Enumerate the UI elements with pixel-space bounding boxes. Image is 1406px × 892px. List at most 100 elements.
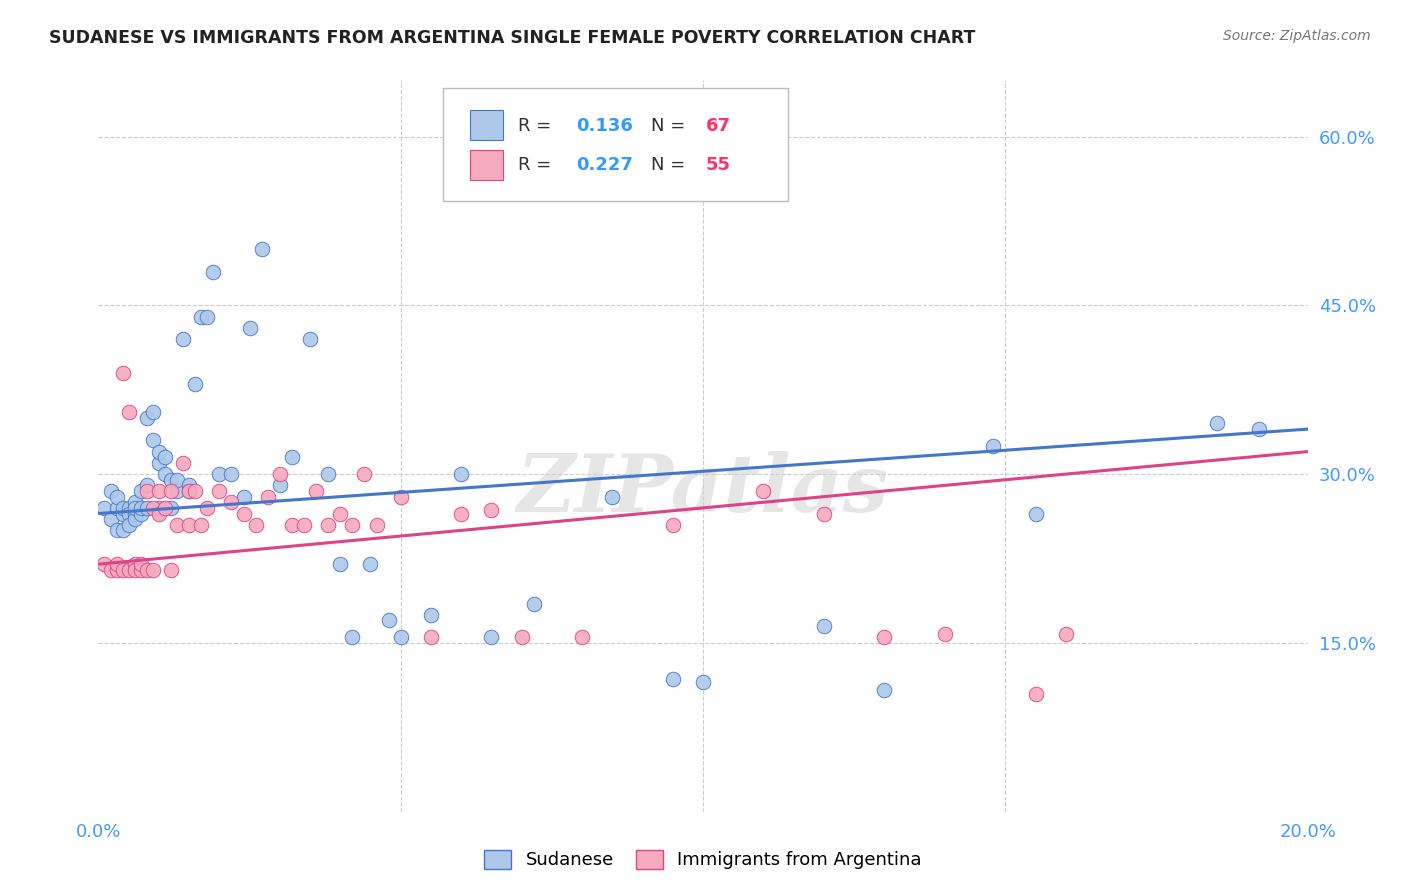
Point: [481, 630, 503, 644]
Point: [129, 563, 152, 577]
Point: [166, 473, 188, 487]
Point: [281, 517, 304, 532]
Point: [160, 500, 183, 515]
Text: R =: R =: [517, 155, 557, 174]
Point: [450, 507, 472, 521]
Point: [135, 500, 157, 515]
Point: [1206, 417, 1229, 431]
Point: [752, 483, 775, 498]
Point: [105, 490, 128, 504]
Point: [256, 490, 278, 504]
Point: [135, 478, 157, 492]
Point: [166, 517, 188, 532]
Point: [981, 439, 1004, 453]
FancyBboxPatch shape: [470, 110, 503, 140]
Point: [1249, 422, 1271, 436]
Point: [111, 524, 134, 538]
Point: [148, 500, 170, 515]
Point: [135, 483, 157, 498]
Point: [105, 557, 128, 571]
Point: [202, 264, 225, 278]
Point: [124, 512, 146, 526]
FancyBboxPatch shape: [443, 87, 787, 201]
Point: [105, 563, 128, 577]
Point: [111, 507, 134, 521]
Point: [105, 500, 128, 515]
Point: [420, 630, 443, 644]
Text: 0.136: 0.136: [576, 117, 633, 135]
Point: [450, 467, 472, 482]
Text: SUDANESE VS IMMIGRANTS FROM ARGENTINA SINGLE FEMALE POVERTY CORRELATION CHART: SUDANESE VS IMMIGRANTS FROM ARGENTINA SI…: [49, 29, 976, 46]
Point: [661, 517, 683, 532]
Point: [342, 517, 364, 532]
Point: [118, 405, 141, 419]
Point: [153, 467, 176, 482]
Point: [148, 483, 170, 498]
Point: [420, 607, 443, 622]
Legend: Sudanese, Immigrants from Argentina: Sudanese, Immigrants from Argentina: [475, 841, 931, 879]
Point: [661, 672, 683, 686]
Point: [232, 507, 254, 521]
Point: [135, 410, 157, 425]
Point: [329, 557, 352, 571]
Point: [118, 500, 141, 515]
Point: [118, 507, 141, 521]
Point: [142, 500, 165, 515]
Point: [118, 563, 141, 577]
Point: [184, 377, 207, 392]
Point: [129, 507, 152, 521]
Point: [148, 507, 170, 521]
Point: [153, 450, 176, 465]
Point: [239, 321, 262, 335]
Point: [692, 675, 714, 690]
Point: [100, 483, 122, 498]
Point: [148, 444, 170, 458]
Point: [1024, 687, 1046, 701]
Point: [100, 512, 122, 526]
Point: [195, 500, 218, 515]
Point: [571, 630, 593, 644]
Point: [389, 490, 412, 504]
Point: [245, 517, 267, 532]
Point: [111, 366, 134, 380]
Point: [342, 630, 364, 644]
Point: [281, 450, 304, 465]
Point: [160, 483, 183, 498]
Point: [93, 557, 115, 571]
Point: [813, 619, 835, 633]
Point: [208, 467, 231, 482]
Point: [172, 456, 194, 470]
Point: [329, 507, 352, 521]
Point: [100, 563, 122, 577]
Point: [1054, 627, 1077, 641]
Point: [118, 517, 141, 532]
Point: [142, 405, 165, 419]
Point: [160, 473, 183, 487]
Point: [124, 495, 146, 509]
Point: [523, 597, 546, 611]
Text: 67: 67: [706, 117, 731, 135]
Point: [179, 483, 201, 498]
Point: [208, 483, 231, 498]
Point: [179, 478, 201, 492]
Point: [129, 557, 152, 571]
Point: [299, 332, 322, 346]
FancyBboxPatch shape: [470, 150, 503, 180]
Point: [111, 563, 134, 577]
Point: [221, 495, 243, 509]
Point: [153, 500, 176, 515]
Point: [124, 500, 146, 515]
Point: [124, 507, 146, 521]
Text: N =: N =: [651, 117, 690, 135]
Point: [316, 467, 339, 482]
Point: [142, 563, 165, 577]
Point: [813, 507, 835, 521]
Point: [195, 310, 218, 324]
Text: Source: ZipAtlas.com: Source: ZipAtlas.com: [1223, 29, 1371, 43]
Point: [316, 517, 339, 532]
Point: [934, 627, 956, 641]
Text: R =: R =: [517, 117, 557, 135]
Point: [129, 483, 152, 498]
Point: [305, 483, 328, 498]
Point: [602, 490, 624, 504]
